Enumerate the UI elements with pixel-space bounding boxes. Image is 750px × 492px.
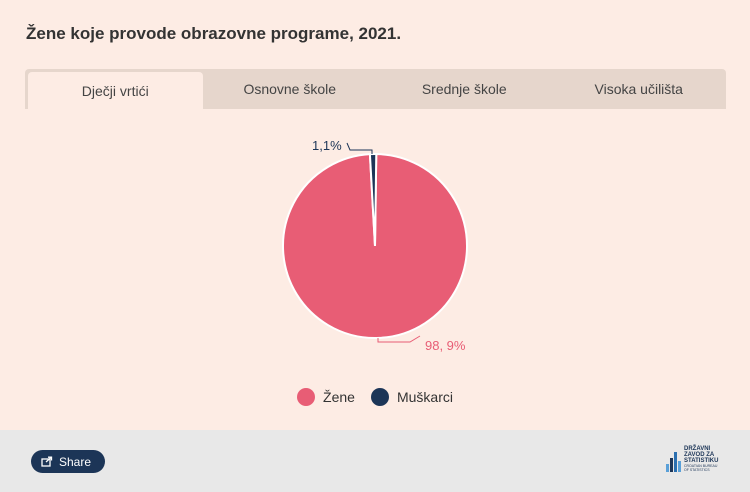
dzs-logo: DRŽAVNI ZAVOD ZA STATISTIKU CROATIAN BUR… (666, 446, 718, 472)
logo-line-3: STATISTIKU (684, 458, 719, 464)
footer: Share DRŽAVNI ZAVOD ZA STATISTIKU CROATI… (0, 430, 750, 492)
share-icon (41, 456, 53, 467)
tab-bar: Dječji vrtići Osnovne škole Srednje škol… (25, 69, 726, 109)
tab-visoka-ucilista[interactable]: Visoka učilišta (594, 81, 683, 97)
tab-osnovne-skole[interactable]: Osnovne škole (243, 81, 337, 97)
legend-item-zene[interactable]: Žene (297, 388, 355, 406)
data-label-muskarci: 1,1% (312, 138, 342, 153)
tab-srednje-skole[interactable]: Srednje škole (421, 81, 507, 97)
logo-sub-1: CROATIAN BUREAU (684, 464, 718, 468)
legend-item-muskarci[interactable]: Muškarci (370, 388, 453, 406)
legend-swatch-muskarci (370, 388, 389, 406)
legend-label-zene: Žene (323, 389, 355, 405)
share-button[interactable]: Share (31, 450, 106, 473)
chart-legend: Žene Muškarci (0, 388, 750, 406)
slice-muskarci[interactable] (368, 153, 378, 247)
chart-title: Žene koje provode obrazovne programe, 20… (26, 24, 402, 43)
connector-zene (377, 335, 421, 343)
legend-label-muskarci: Muškarci (396, 389, 453, 405)
tab-djecji-vrtici[interactable]: Dječji vrtići (28, 72, 203, 109)
share-label: Share (59, 454, 92, 469)
logo-sub-2: OF STATISTICS (684, 468, 710, 472)
connector-muskarci (346, 142, 373, 154)
legend-swatch-zene (297, 388, 316, 406)
logo-bars-icon (666, 452, 681, 472)
pie-chart: 98, 9% 1,1% (282, 138, 468, 353)
logo-line-1: DRŽAVNI (684, 446, 711, 452)
logo-line-2: ZAVOD ZA (684, 452, 715, 458)
data-label-zene: 98, 9% (425, 338, 466, 353)
